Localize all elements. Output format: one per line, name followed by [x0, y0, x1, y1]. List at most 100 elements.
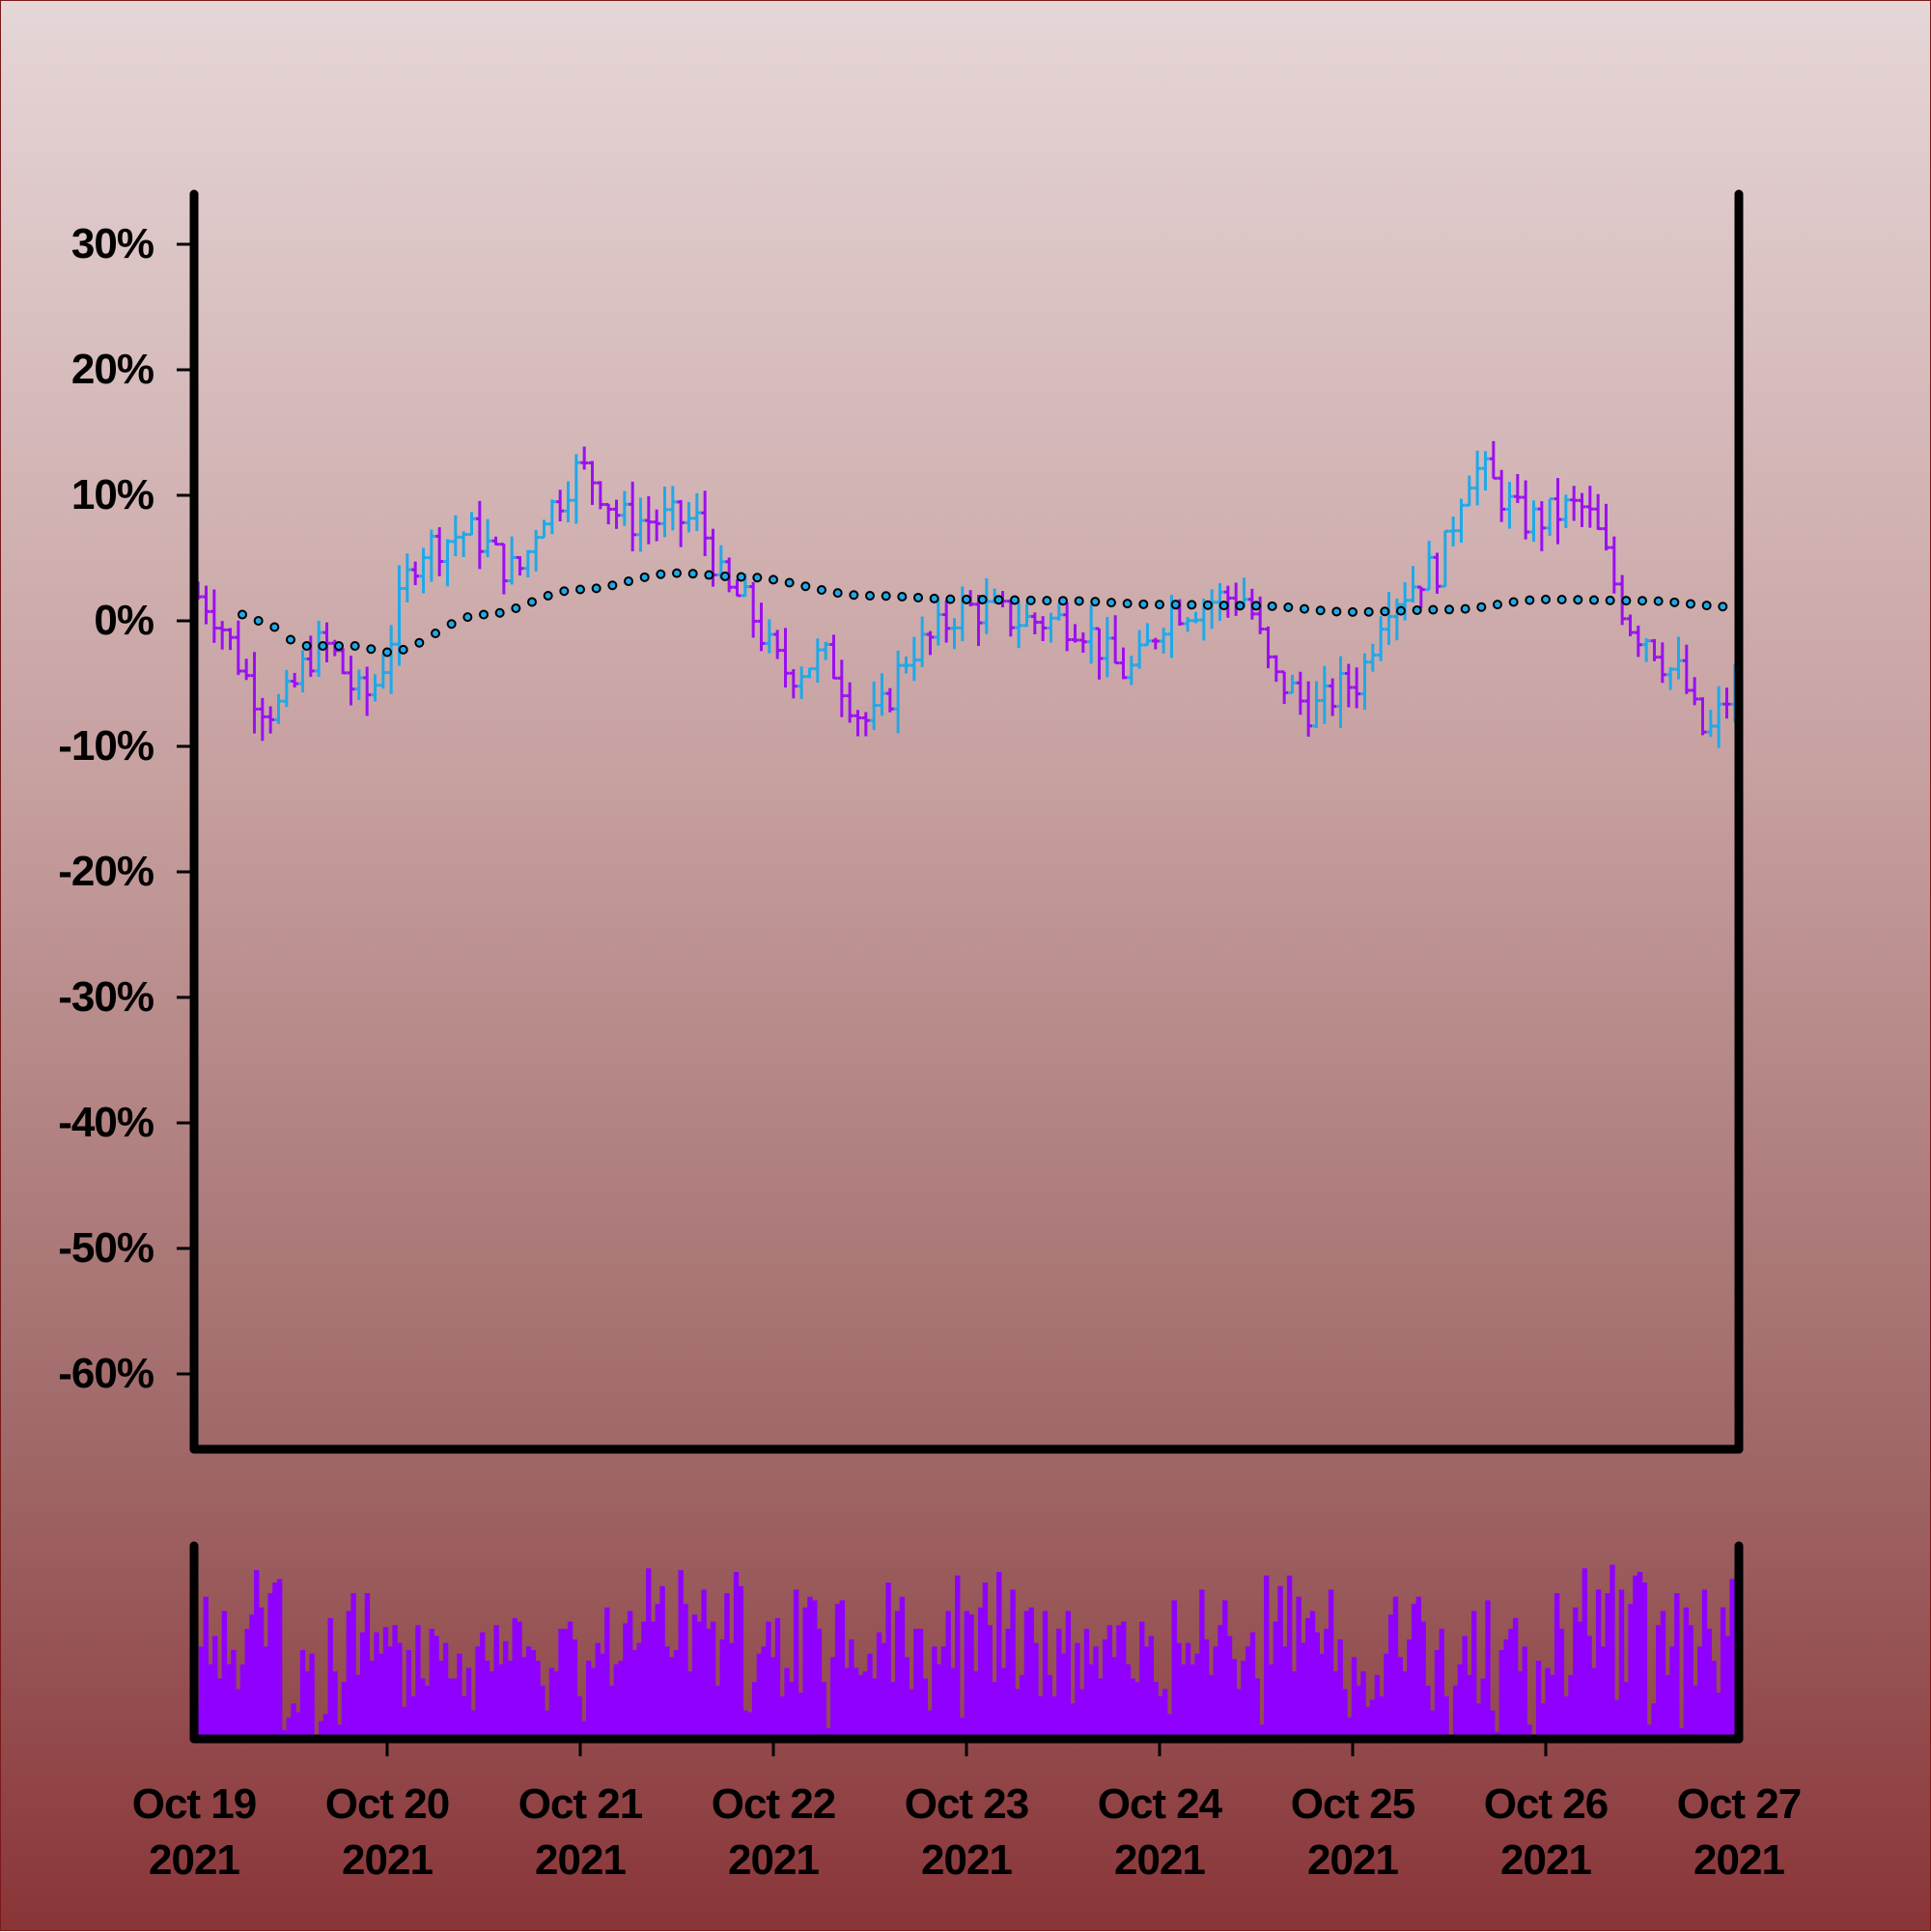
y-tick-label: 10% [71, 471, 154, 518]
volume-bar [590, 1667, 597, 1739]
moving-average-series [238, 568, 1728, 658]
y-tick-label: -30% [58, 973, 154, 1021]
moving-average-point [656, 569, 666, 579]
volume-bar [1420, 1621, 1426, 1739]
volume-bar [1324, 1628, 1329, 1739]
moving-average-point [238, 609, 247, 620]
volume-bar [1236, 1689, 1242, 1739]
volume-bar [816, 1628, 823, 1739]
volume-bar [1618, 1589, 1625, 1739]
volume-bar [1369, 1699, 1376, 1739]
volume-bar [272, 1582, 278, 1739]
moving-average-point [1315, 605, 1326, 616]
volume-bar [733, 1572, 740, 1739]
volume-bar [318, 1721, 324, 1739]
volume-bar [406, 1650, 412, 1739]
volume-bar [1614, 1699, 1620, 1739]
volume-bar [1522, 1646, 1527, 1739]
moving-average-point [1605, 595, 1615, 605]
volume-bar [1176, 1642, 1182, 1739]
volume-bar [1508, 1628, 1514, 1739]
volume-bar [784, 1667, 790, 1739]
volume-bar [1430, 1710, 1436, 1739]
volume-bar [1351, 1657, 1357, 1739]
moving-average-point [1122, 599, 1133, 609]
volume-bar [1425, 1685, 1431, 1739]
y-axis: 30% 20% 10% 0% -10% -20% -30% -40% -50% -60% [58, 220, 194, 1397]
volume-bar [1264, 1575, 1270, 1739]
moving-average-point [286, 634, 295, 645]
volume-bar [604, 1607, 610, 1739]
volume-bar [226, 1664, 232, 1739]
moving-average-point [1058, 596, 1068, 606]
volume-bar [1047, 1674, 1052, 1739]
volume-bar [1365, 1706, 1371, 1739]
volume-bar [706, 1628, 712, 1739]
volume-bar [475, 1646, 481, 1739]
volume-bar [774, 1617, 781, 1739]
volume-bar [1038, 1695, 1044, 1739]
volume-bar [216, 1678, 223, 1739]
volume-bar [714, 1685, 721, 1739]
moving-average-point [398, 644, 408, 655]
volume-bar [955, 1575, 961, 1739]
moving-average-point [752, 573, 763, 583]
volume-bar [1388, 1614, 1394, 1739]
volume-bar [581, 1721, 587, 1739]
volume-bar [1379, 1695, 1385, 1739]
volume-bar [401, 1706, 407, 1739]
moving-average-point [720, 571, 730, 581]
moving-average-point [479, 609, 489, 620]
volume-bar [1669, 1646, 1675, 1739]
volume-bar [909, 1689, 914, 1739]
volume-bar [913, 1628, 919, 1739]
volume-bar [1475, 1703, 1482, 1739]
moving-average-point [1701, 601, 1712, 611]
volume-bar [1384, 1653, 1389, 1739]
volume-bar [1277, 1585, 1283, 1739]
volume-bar [1070, 1703, 1076, 1739]
moving-average-point [1251, 601, 1261, 611]
volume-bar [1332, 1671, 1339, 1739]
volume-bar [1098, 1678, 1104, 1739]
volume-bar [678, 1570, 684, 1739]
volume-bar [387, 1646, 393, 1739]
volume-bar [830, 1657, 836, 1739]
volume-bar [1166, 1714, 1173, 1739]
volume-bar [885, 1582, 891, 1739]
moving-average-point [977, 594, 988, 604]
moving-average-point [1025, 595, 1036, 605]
volume-bar [950, 1667, 956, 1739]
moving-average-point [1363, 606, 1374, 617]
volume-bar [281, 1729, 288, 1739]
volume-bar [465, 1667, 472, 1739]
volume-bar [627, 1610, 633, 1739]
volume-bar [1600, 1646, 1607, 1739]
volume-bar [1697, 1646, 1703, 1739]
x-tick-label: Oct 25 [1291, 1780, 1415, 1828]
volume-bar [1637, 1572, 1643, 1739]
volume-bar [1628, 1604, 1634, 1739]
moving-average-point [945, 594, 956, 604]
moving-average-point [1074, 596, 1084, 606]
volume-bar [1526, 1724, 1532, 1739]
volume-bar [1065, 1610, 1072, 1739]
volume-bar [719, 1638, 725, 1739]
moving-average-point [1428, 604, 1439, 615]
volume-bar [364, 1593, 371, 1739]
moving-average-point [784, 577, 795, 588]
moving-average-point [1331, 606, 1342, 617]
volume-bar [1706, 1628, 1712, 1739]
volume-bar [761, 1646, 767, 1739]
volume-bar [1134, 1682, 1140, 1739]
moving-average-point [1444, 604, 1454, 615]
volume-bar [623, 1623, 629, 1739]
volume-bar [1558, 1628, 1565, 1739]
moving-average-point [462, 612, 473, 623]
volume-bar [1130, 1678, 1135, 1739]
moving-average-point [1669, 597, 1680, 607]
volume-bar [374, 1632, 379, 1739]
volume-bar [613, 1664, 620, 1739]
volume-bar [904, 1657, 910, 1739]
